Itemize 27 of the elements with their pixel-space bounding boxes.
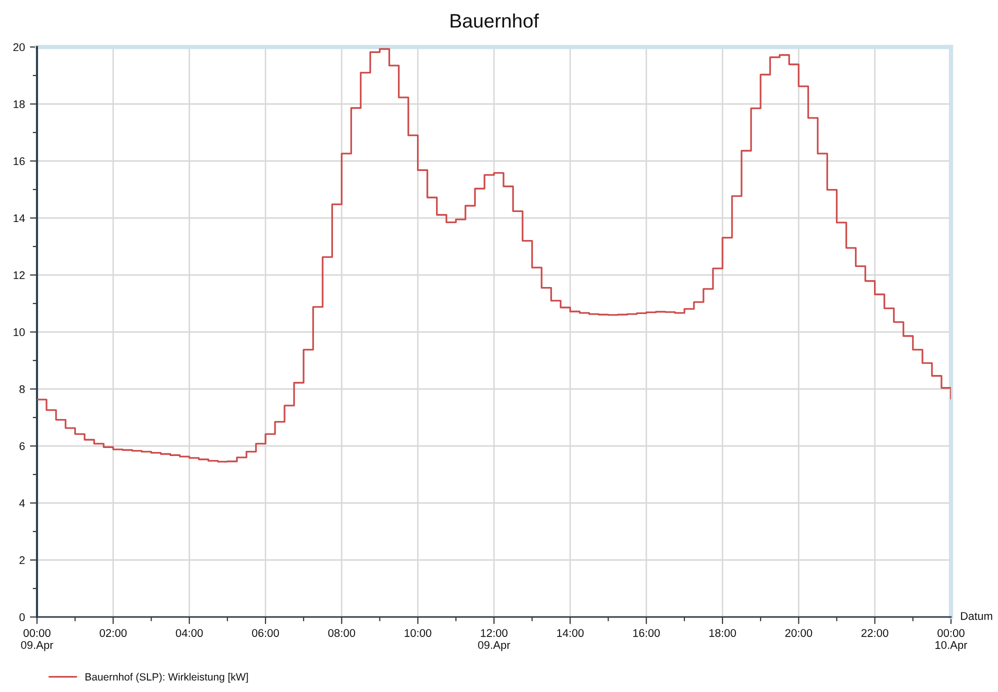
x-tick-label: 22:00 bbox=[861, 629, 888, 637]
x-tick-label: 00:00 10.Apr bbox=[935, 629, 968, 652]
y-tick-label: 18 bbox=[14, 100, 25, 108]
x-tick-label: 08:00 bbox=[328, 629, 356, 637]
x-axis-title: Datum bbox=[961, 612, 992, 620]
x-tick-label: 06:00 bbox=[252, 629, 279, 637]
legend-label: Bauernhof (SLP): Wirkleistung [kW] bbox=[86, 672, 248, 683]
x-tick-label: 10:00 bbox=[404, 629, 432, 637]
y-tick-label: 0 bbox=[19, 613, 25, 622]
x-tick-label: 02:00 bbox=[100, 629, 127, 637]
x-tick-label: 00:00 09.Apr bbox=[21, 629, 54, 652]
y-tick-label: 20 bbox=[13, 43, 25, 52]
y-tick-label: 6 bbox=[20, 442, 25, 450]
x-tick-label: 14:00 bbox=[557, 629, 584, 637]
y-tick-label: 16 bbox=[14, 157, 25, 166]
x-tick-label: 12:00 09.Apr bbox=[478, 629, 510, 652]
x-tick-label: 18:00 bbox=[709, 629, 736, 637]
y-tick-label: 10 bbox=[14, 328, 25, 336]
y-tick-label: 8 bbox=[20, 385, 25, 394]
x-tick-label: 20:00 bbox=[785, 629, 812, 637]
chart-title: Bauernhof bbox=[450, 13, 539, 28]
y-tick-label: 14 bbox=[14, 214, 25, 222]
x-tick-label: 04:00 bbox=[176, 629, 203, 637]
y-tick-label: 2 bbox=[20, 556, 25, 564]
y-tick-label: 4 bbox=[19, 499, 25, 508]
x-tick-label: 16:00 bbox=[633, 629, 660, 637]
y-tick-label: 12 bbox=[14, 271, 25, 280]
